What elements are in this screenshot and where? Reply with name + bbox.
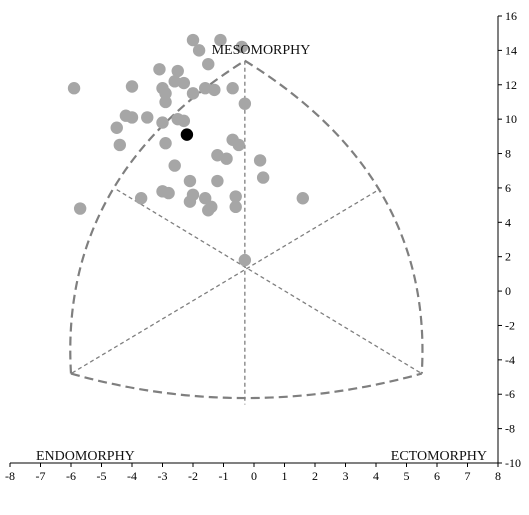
label-endomorphy: ENDOMORPHY [36,449,135,464]
data-point [296,192,309,205]
label-ectomorphy: ECTOMORPHY [391,449,487,464]
x-tick-label: -4 [127,469,137,483]
data-point [238,253,252,267]
data-point [113,138,127,152]
x-tick-label: 0 [251,469,257,483]
x-tick-label: -1 [219,469,229,483]
y-tick-label: -2 [505,318,515,332]
data-point [110,121,123,134]
x-tick-label: -7 [36,469,46,483]
data-point [153,63,166,76]
data-point [168,159,181,172]
x-tick-label: 2 [312,469,318,483]
data-point [183,195,197,208]
x-tick-label: -5 [97,469,107,483]
y-tick-label: -6 [505,387,515,401]
x-tick-label: 6 [434,469,440,483]
y-tick-label: 12 [505,78,517,92]
x-tick-label: 4 [373,469,379,483]
divider-upper-left-to-right [116,189,423,375]
data-point [162,186,175,200]
data-point [226,82,239,95]
data-point [253,154,267,167]
data-point [159,95,172,109]
x-tick-label: 7 [465,469,471,483]
data-point [177,114,191,128]
data-point [125,111,139,124]
y-tick-label: 2 [505,250,511,264]
outline-left-arc [69,59,246,374]
somatochart-dividers [70,60,423,405]
outline-right-arc [244,59,424,374]
x-tick-label: -6 [66,469,76,483]
data-point [73,202,87,215]
data-point [208,83,221,97]
y-tick-label: 8 [505,147,511,161]
x-tick-label: 3 [343,469,349,483]
x-tick-label: -8 [5,469,15,483]
y-tick-label: 0 [505,284,511,298]
highlight-point [180,128,194,141]
data-point [159,87,172,100]
data-point [177,76,191,90]
data-point [211,174,224,188]
data-point [183,174,197,188]
data-point [232,138,245,152]
data-point [199,192,212,205]
data-point [159,137,172,150]
data-point [156,116,169,129]
data-point [171,64,184,78]
y-tick-label: 10 [505,112,517,126]
divider-upper-right-to-left [70,190,377,375]
y-tick-label: 16 [505,9,517,23]
somatochart-outline [69,59,424,400]
data-point [134,192,148,205]
data-point [141,111,154,124]
label-mesomorphy: MESOMORPHY [212,43,311,58]
x-tick-label: 8 [495,469,501,483]
x-tick-label: -2 [188,469,198,483]
data-point [256,171,270,184]
data-point [192,44,206,57]
x-tick-label: -3 [158,469,168,483]
y-tick-label: 4 [505,215,511,229]
y-tick-label: 6 [505,181,511,195]
data-point [202,204,215,217]
x-tick-label: 1 [282,469,288,483]
y-tick-label: -8 [505,422,515,436]
data-point [229,190,242,203]
data-point [214,33,227,47]
data-point [125,80,139,93]
data-points [67,33,309,267]
y-tick-label: -10 [505,456,521,470]
axes: -8 -7 -6 -5 -4 -3 -2 -1 0 1 2 3 4 5 6 7 8-10-8-6-4-20246… [5,9,521,483]
data-point [229,200,242,214]
data-point [67,82,81,95]
y-tick-label: -4 [505,353,515,367]
data-point [168,75,181,88]
y-tick-label: 14 [505,43,517,57]
data-point [202,57,215,71]
data-point [235,40,248,54]
x-tick-label: 5 [404,469,410,483]
data-point [220,152,233,165]
data-point [199,82,212,95]
data-point [186,87,200,100]
outline-bottom-arc [70,372,423,400]
data-point [186,33,200,47]
data-point [238,97,252,110]
